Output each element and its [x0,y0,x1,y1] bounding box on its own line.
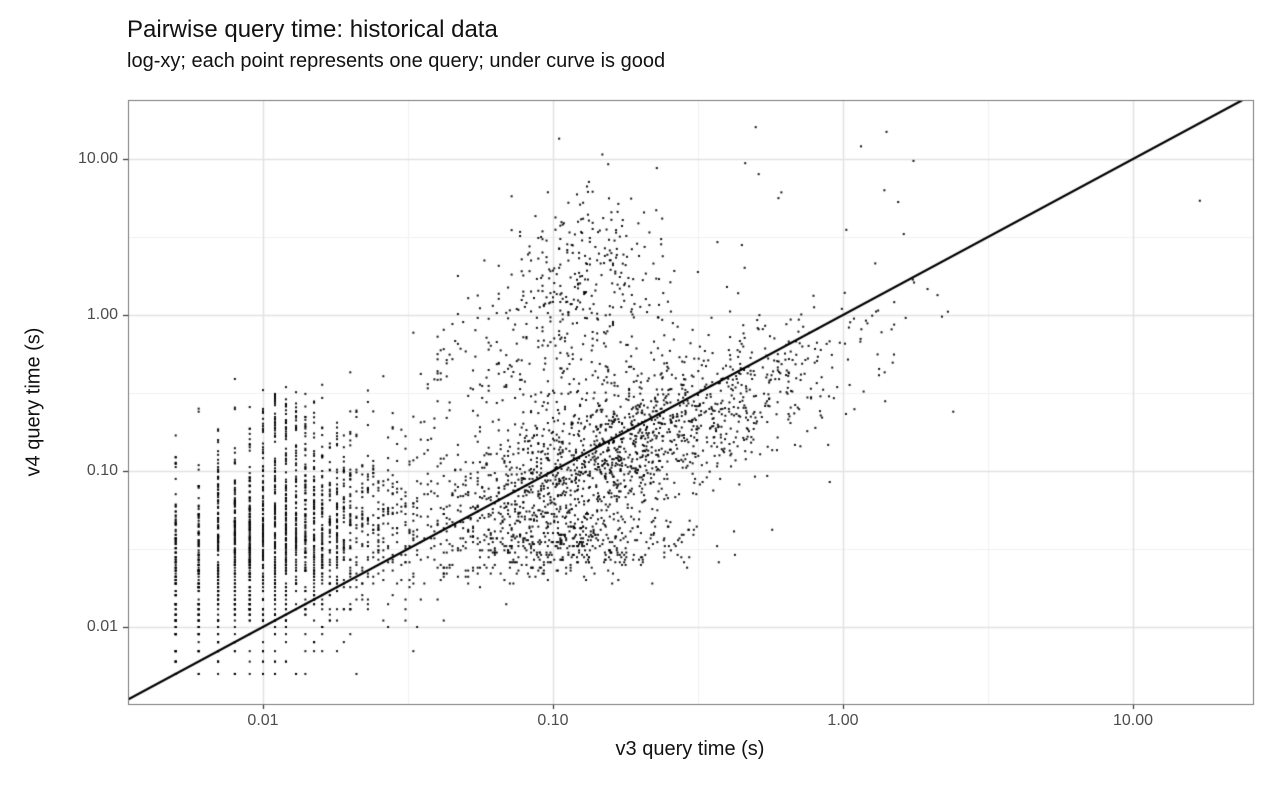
plot-subtitle: log-xy; each point represents one query;… [127,50,666,72]
x-axis-title: v3 query time (s) [615,738,765,760]
y-tick-label: 0.01 [86,618,118,635]
y-tick-label: 10.00 [77,150,118,167]
x-tick-label: 10.00 [1112,712,1154,729]
y-tick-label: 1.00 [86,306,118,323]
y-tick-label: 0.10 [86,462,118,479]
x-tick-label: 0.10 [537,712,569,729]
plot-title: Pairwise query time: historical data [127,16,498,43]
x-tick-label: 1.00 [827,712,859,729]
x-tick-label: 0.01 [247,712,279,729]
y-axis-title: v4 query time (s) [22,327,45,477]
